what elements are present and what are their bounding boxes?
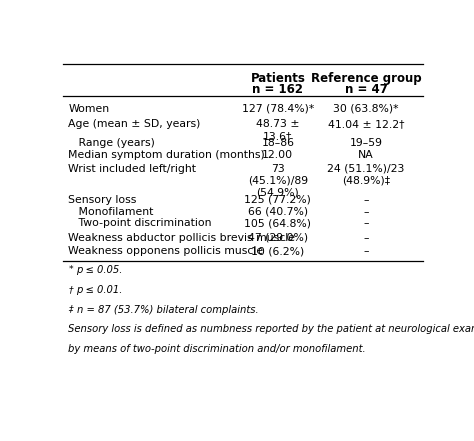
Text: 105 (64.8%): 105 (64.8%) <box>244 218 311 228</box>
Text: –: – <box>363 247 369 257</box>
Text: 47 (29.0%): 47 (29.0%) <box>248 233 308 243</box>
Text: Age (mean ± SD, years): Age (mean ± SD, years) <box>68 119 201 129</box>
Text: Sensory loss is defined as numbness reported by the patient at neurological exam: Sensory loss is defined as numbness repo… <box>68 324 474 334</box>
Text: –: – <box>363 207 369 217</box>
Text: n = 47: n = 47 <box>345 83 387 97</box>
Text: Weakness abductor pollicis brevis muscle: Weakness abductor pollicis brevis muscle <box>68 233 295 243</box>
Text: ‡: ‡ <box>68 305 73 314</box>
Text: 41.04 ± 12.2†: 41.04 ± 12.2† <box>328 119 404 129</box>
Text: †: † <box>68 285 73 294</box>
Text: p ≤ 0.05.: p ≤ 0.05. <box>76 265 123 275</box>
Text: Women: Women <box>68 104 109 114</box>
Text: Range (years): Range (years) <box>68 138 155 148</box>
Text: 19–59: 19–59 <box>349 138 383 148</box>
Text: 127 (78.4%)*: 127 (78.4%)* <box>242 104 314 114</box>
Text: 66 (40.7%): 66 (40.7%) <box>248 207 308 217</box>
Text: n = 87 (53.7%) bilateral complaints.: n = 87 (53.7%) bilateral complaints. <box>76 305 258 314</box>
Text: –: – <box>363 218 369 228</box>
Text: 18–86: 18–86 <box>261 138 294 148</box>
Text: Two-point discrimination: Two-point discrimination <box>68 218 212 228</box>
Text: NA: NA <box>358 149 374 160</box>
Text: Reference group: Reference group <box>310 71 421 85</box>
Text: Patients: Patients <box>250 71 305 85</box>
Text: p ≤ 0.01.: p ≤ 0.01. <box>76 285 123 295</box>
Text: –: – <box>363 195 369 205</box>
Text: 48.73 ±
13.6†: 48.73 ± 13.6† <box>256 119 300 141</box>
Text: 12.00: 12.00 <box>262 149 293 160</box>
Text: Wrist included left/right: Wrist included left/right <box>68 164 196 174</box>
Text: 73
(45.1%)/89
(54.9%): 73 (45.1%)/89 (54.9%) <box>248 164 308 197</box>
Text: *: * <box>68 265 73 274</box>
Text: Weakness opponens pollicis muscle: Weakness opponens pollicis muscle <box>68 247 264 257</box>
Text: Monofilament: Monofilament <box>68 207 154 217</box>
Text: 125 (77.2%): 125 (77.2%) <box>245 195 311 205</box>
Text: Sensory loss: Sensory loss <box>68 195 137 205</box>
Text: 10 (6.2%): 10 (6.2%) <box>251 247 304 257</box>
Text: by means of two-point discrimination and/or monofilament.: by means of two-point discrimination and… <box>68 344 366 354</box>
Text: –: – <box>363 233 369 243</box>
Text: n = 162: n = 162 <box>252 83 303 97</box>
Text: 30 (63.8%)*: 30 (63.8%)* <box>333 104 399 114</box>
Text: 24 (51.1%)/23
(48.9%)‡: 24 (51.1%)/23 (48.9%)‡ <box>328 164 405 186</box>
Text: Median symptom duration (months): Median symptom duration (months) <box>68 149 265 160</box>
